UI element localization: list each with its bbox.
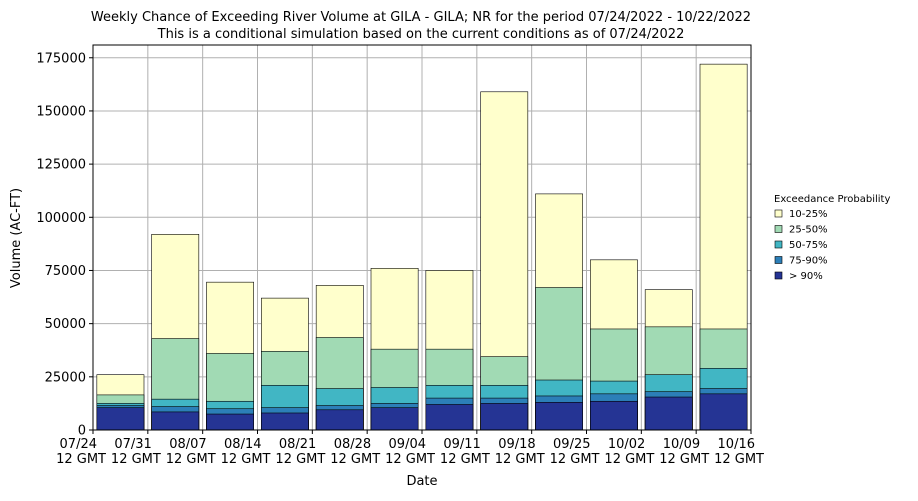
x-tick-label: 08/07 12 GMT — [166, 437, 216, 467]
bar — [590, 400, 638, 431]
bar — [370, 407, 419, 431]
legend-swatch — [774, 256, 783, 264]
x-tick-label: 09/18 12 GMT — [495, 437, 545, 467]
x-tick-label-line: 07/31 — [114, 437, 151, 452]
bar — [315, 409, 364, 431]
x-tick-label-line: 12 GMT — [550, 452, 600, 467]
legend-label: 50-75% — [789, 240, 828, 251]
x-tick-label-line: 09/04 — [389, 437, 426, 452]
x-tick-label: 08/21 12 GMT — [275, 437, 325, 467]
x-tick-label-line: 12 GMT — [440, 452, 490, 467]
bar — [206, 413, 254, 431]
x-tick-label: 10/16 12 GMT — [714, 437, 764, 467]
y-tick-label: 150000 — [36, 104, 86, 119]
y-axis-label: Volume (AC-FT) — [9, 188, 24, 288]
x-tick-label-line: 12 GMT — [604, 452, 654, 467]
x-tick-label-line: 09/18 — [498, 437, 535, 452]
legend-title: Exceedance Probability — [774, 194, 890, 205]
y-tick-label: 100000 — [36, 211, 86, 226]
x-tick-label-line: 12 GMT — [659, 452, 709, 467]
x-tick-label-line: 12 GMT — [330, 452, 380, 467]
x-tick-label: 08/28 12 GMT — [330, 437, 380, 467]
y-tick-label: 25000 — [45, 370, 86, 385]
x-tick-label: 10/09 12 GMT — [659, 437, 709, 467]
y-tick-label: 175000 — [36, 51, 86, 66]
x-tick-label-line: 12 GMT — [495, 452, 545, 467]
legend-label: 25-50% — [789, 225, 828, 236]
y-tick-label: 50000 — [45, 317, 86, 332]
x-tick-label-line: 08/28 — [334, 437, 371, 452]
legend-label: 75-90% — [789, 256, 828, 267]
plot-frame — [92, 44, 752, 431]
bar — [535, 402, 583, 431]
bar — [425, 404, 474, 431]
legend-label: 10-25% — [789, 209, 828, 220]
bar — [699, 393, 748, 431]
x-tick-label-line: 07/24 — [60, 437, 97, 452]
x-tick-label-line: 12 GMT — [714, 452, 764, 467]
x-tick-label: 08/14 12 GMT — [221, 437, 271, 467]
legend-swatch — [774, 209, 783, 218]
legend-swatch — [774, 271, 783, 280]
x-tick-label: 10/02 12 GMT — [604, 437, 654, 467]
x-tick-label: 07/31 12 GMT — [111, 437, 161, 467]
x-tick-label: 07/24 12 GMT — [56, 437, 106, 467]
bar — [151, 411, 200, 431]
x-tick-label: 09/11 12 GMT — [440, 437, 490, 467]
x-tick-label-line: 10/16 — [718, 437, 755, 452]
x-tick-label-line: 12 GMT — [111, 452, 161, 467]
x-tick-label-line: 12 GMT — [275, 452, 325, 467]
bar — [96, 407, 145, 431]
y-tick-label: 0 — [78, 424, 86, 439]
bar — [480, 403, 529, 431]
x-tick-label-line: 12 GMT — [221, 452, 271, 467]
x-tick-label-line: 08/14 — [224, 437, 261, 452]
x-tick-label-line: 12 GMT — [56, 452, 106, 467]
x-tick-label-line: 09/25 — [553, 437, 590, 452]
x-tick-label-line: 08/07 — [169, 437, 206, 452]
x-tick-label-line: 12 GMT — [166, 452, 216, 467]
x-tick-label-line: 09/11 — [443, 437, 480, 452]
y-tick-label: 75000 — [45, 264, 86, 279]
chart-subtitle: This is a conditional simulation based o… — [157, 27, 685, 42]
x-tick-label: 09/04 12 GMT — [385, 437, 435, 467]
legend-swatch — [774, 240, 783, 249]
x-tick-label-line: 12 GMT — [385, 452, 435, 467]
legend-label: > 90% — [789, 271, 823, 282]
x-tick-label-line: 08/21 — [279, 437, 316, 452]
x-tick-label-line: 10/02 — [608, 437, 645, 452]
bar — [644, 396, 693, 431]
y-tick-label: 125000 — [36, 158, 86, 173]
legend-swatch — [774, 225, 783, 233]
x-tick-label-line: 10/09 — [663, 437, 700, 452]
x-tick-label: 09/25 12 GMT — [550, 437, 600, 467]
bar — [261, 412, 309, 431]
chart-title: Weekly Chance of Exceeding River Volume … — [91, 10, 751, 25]
x-axis-label: Date — [406, 474, 437, 489]
